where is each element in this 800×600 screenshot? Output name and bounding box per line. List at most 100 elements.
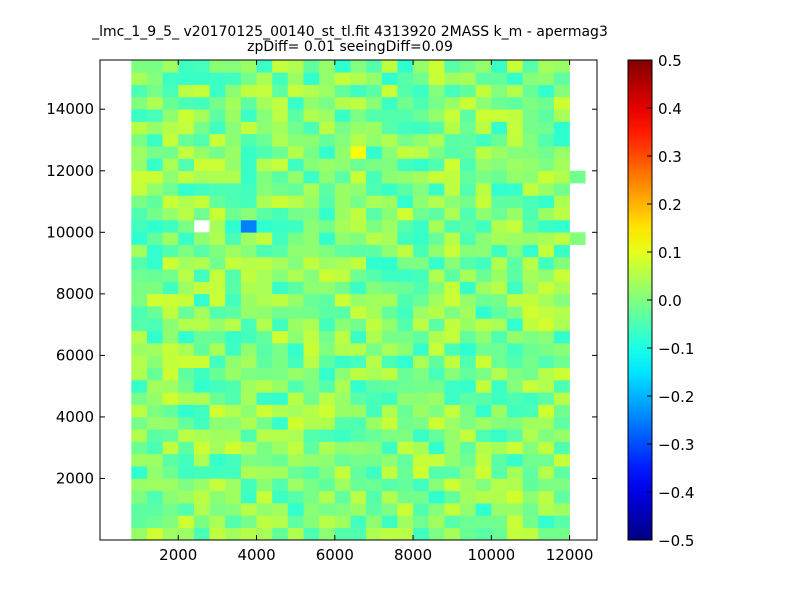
heatmap-cell [225, 380, 242, 393]
heatmap-cell [538, 183, 555, 196]
heatmap-cell [162, 429, 179, 442]
heatmap-cell [287, 515, 304, 528]
heatmap-cell [319, 306, 336, 319]
heatmap-cell [350, 380, 367, 393]
heatmap-cell [193, 244, 210, 258]
heatmap-cell [381, 170, 398, 184]
heatmap-cell [569, 232, 586, 245]
heatmap-cell [475, 158, 492, 172]
heatmap-cell [350, 72, 367, 85]
heatmap-cell [303, 503, 320, 516]
heatmap-cell [444, 220, 461, 233]
heatmap-cell [397, 109, 414, 122]
heatmap-cell [256, 404, 273, 418]
heatmap-cell [397, 441, 414, 455]
heatmap-cell [413, 441, 430, 455]
heatmap-cell [146, 232, 163, 245]
heatmap-cell [209, 453, 226, 467]
heatmap-cell [366, 515, 383, 528]
heatmap-cell [272, 84, 289, 98]
heatmap-cell [397, 404, 414, 418]
heatmap-cell [334, 244, 351, 258]
heatmap-cell [553, 404, 570, 418]
heatmap-cell [413, 355, 430, 368]
heatmap-cell [193, 158, 210, 172]
heatmap-cell [444, 330, 461, 344]
heatmap-cell [538, 220, 555, 233]
heatmap-cell [538, 256, 555, 270]
heatmap-cell [162, 306, 179, 319]
colorbar-tick-label: 0.4 [658, 100, 682, 118]
heatmap-cell [506, 367, 523, 381]
heatmap-cell [366, 466, 383, 479]
heatmap-cell [319, 256, 336, 270]
heatmap-cell [460, 453, 476, 467]
heatmap-cell [553, 392, 570, 405]
heatmap-cell [225, 293, 242, 307]
heatmap-cell [553, 306, 570, 319]
heatmap-cell [303, 269, 320, 282]
heatmap-cell [460, 84, 476, 98]
heatmap-cell [350, 158, 367, 172]
heatmap-cell [444, 503, 461, 516]
heatmap-cell [350, 478, 367, 492]
heatmap-cell [225, 84, 242, 98]
heatmap-cell [225, 170, 242, 184]
heatmap-cell [256, 121, 273, 135]
heatmap-cell [444, 158, 461, 172]
heatmap-cell [334, 330, 351, 344]
heatmap-cell [553, 515, 570, 528]
heatmap-cell [303, 84, 320, 98]
heatmap-cell [475, 306, 492, 319]
heatmap-cell [522, 84, 539, 98]
heatmap-cell [178, 256, 195, 270]
heatmap-cell [350, 232, 367, 245]
heatmap-cell [303, 256, 320, 270]
heatmap-cell [178, 515, 195, 528]
heatmap-cell [397, 355, 414, 368]
heatmap-cell [460, 441, 476, 455]
heatmap-cell [475, 515, 492, 528]
heatmap-cell [256, 490, 273, 504]
heatmap-cell [334, 490, 351, 504]
heatmap-cell [428, 416, 445, 430]
heatmap-cell [538, 293, 555, 307]
heatmap-cell [272, 490, 289, 504]
heatmap-cell [444, 515, 461, 528]
heatmap-cell [522, 343, 539, 356]
heatmap-cell [475, 183, 492, 196]
heatmap-cell [193, 281, 210, 295]
heatmap-cell [350, 256, 367, 270]
heatmap-cell [397, 121, 414, 135]
heatmap-cell [334, 318, 351, 332]
heatmap-cell [366, 195, 383, 208]
heatmap-cell [272, 244, 289, 258]
heatmap-cell [538, 195, 555, 208]
heatmap-cell [131, 121, 148, 135]
heatmap-cell [491, 183, 508, 196]
heatmap-cell [272, 404, 289, 418]
heatmap-cell [162, 109, 179, 122]
heatmap-cell [178, 429, 195, 442]
heatmap-cell [460, 220, 476, 233]
heatmap-cell [303, 281, 320, 295]
heatmap-cell [209, 183, 226, 196]
heatmap-cell [209, 232, 226, 245]
heatmap-cell [162, 232, 179, 245]
heatmap-cell [319, 72, 336, 85]
heatmap-cell [334, 195, 351, 208]
heatmap-cell [334, 392, 351, 405]
heatmap-cell [444, 380, 461, 393]
heatmap-cell [178, 60, 195, 73]
heatmap-cell [303, 453, 320, 467]
colorbar-tick-label: 0.1 [658, 244, 682, 262]
heatmap-cell [397, 416, 414, 430]
heatmap-cell [319, 170, 336, 184]
heatmap-cell [444, 133, 461, 147]
heatmap-cell [272, 256, 289, 270]
heatmap-cell [381, 330, 398, 344]
heatmap-cell [209, 244, 226, 258]
heatmap-cell [413, 380, 430, 393]
heatmap-cell [162, 416, 179, 430]
heatmap-cell [193, 429, 210, 442]
